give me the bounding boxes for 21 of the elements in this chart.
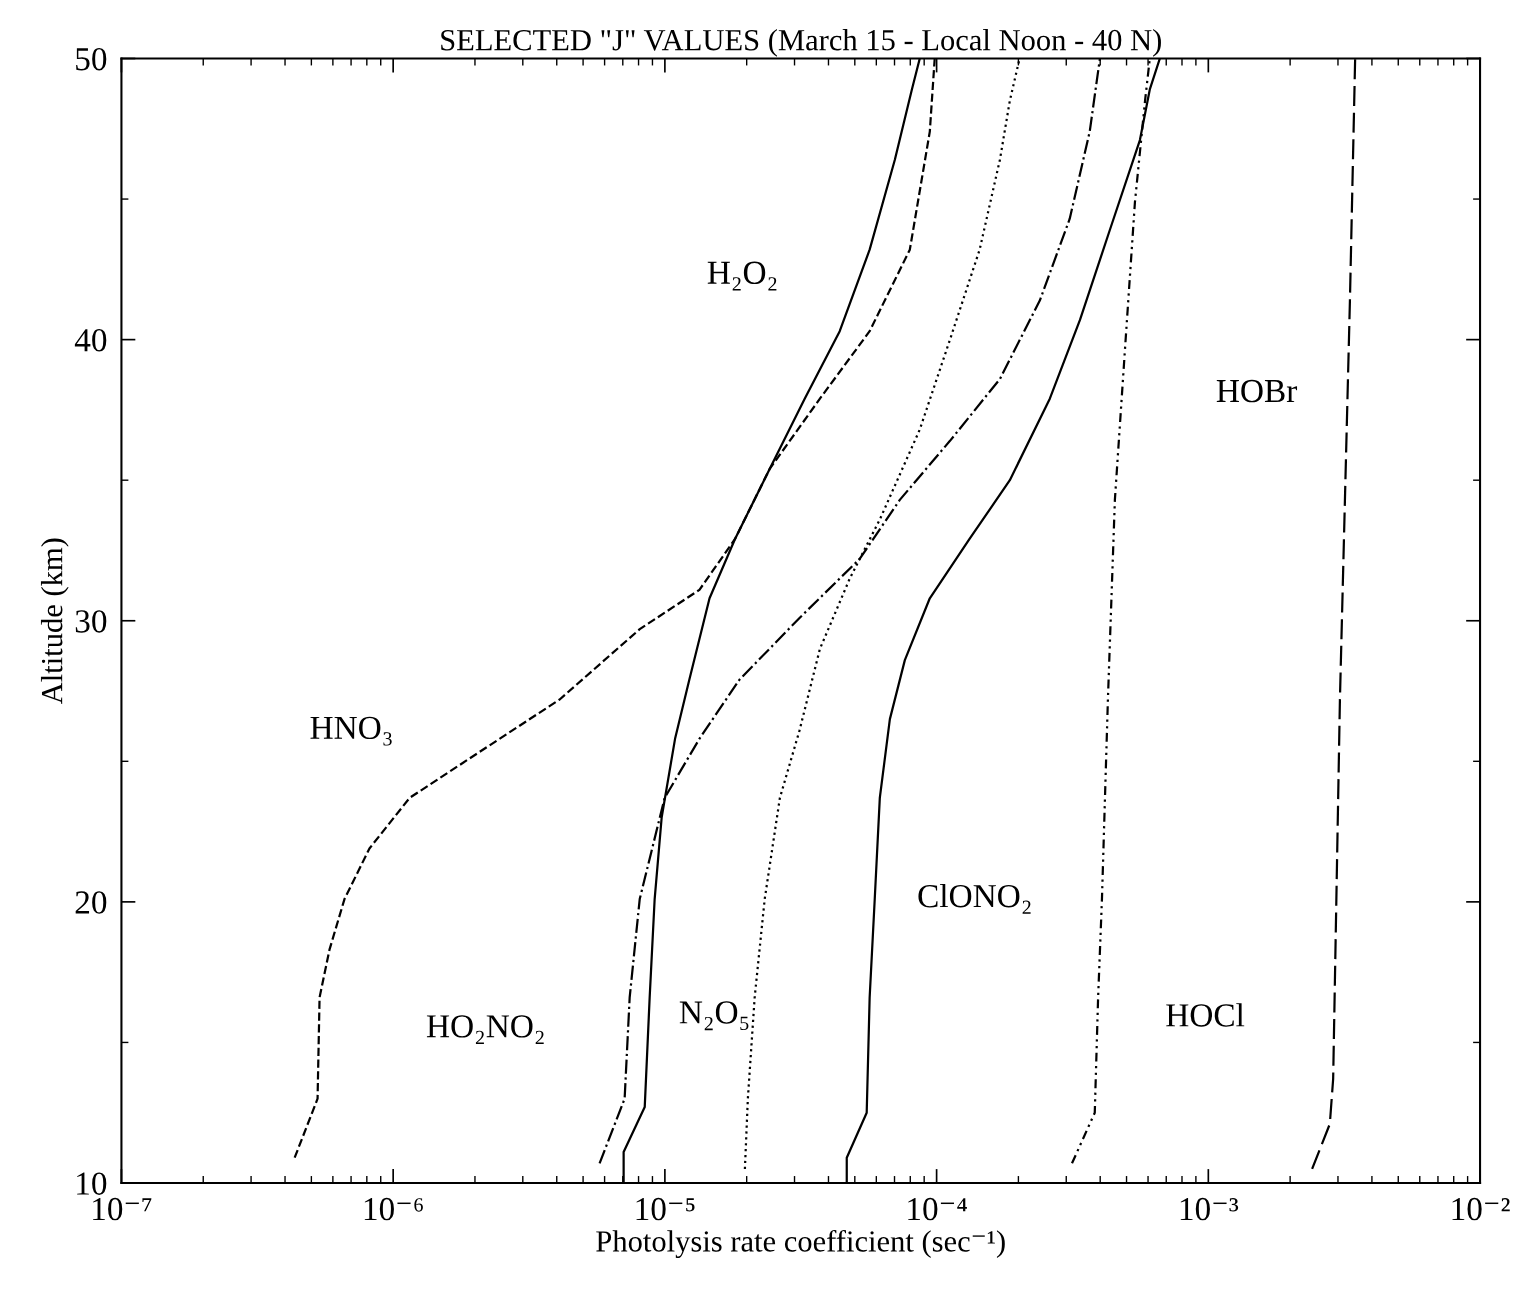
series-label: HNO₃ bbox=[310, 716, 392, 746]
x-tick-label: 10⁻² bbox=[1452, 1197, 1510, 1221]
x-tick-label: 10⁻⁶ bbox=[364, 1197, 423, 1221]
y-tick-label: 40 bbox=[74, 329, 107, 352]
text: HO₂NO₂ bbox=[426, 1015, 544, 1045]
x-tick-label: 10⁻⁵ bbox=[636, 1197, 695, 1221]
y-tick-label: 50 bbox=[76, 47, 107, 71]
text: HOCl bbox=[1166, 1003, 1245, 1027]
series-label: HOBr bbox=[1216, 379, 1298, 403]
text: H₂O₂ bbox=[707, 261, 777, 291]
x-tick-label: 10⁻³ bbox=[1180, 1197, 1239, 1221]
y-axis-title: Altitude (km) bbox=[40, 538, 69, 705]
chart-title: SELECTED "J" VALUES (March 15 - Local Noon - 40 N) bbox=[441, 28, 1161, 57]
x-axis-title: Photolysis rate coefficient (sec⁻¹) bbox=[596, 1229, 1005, 1258]
x-tick-label: 10⁻⁷ bbox=[93, 1197, 152, 1221]
series-label: ClONO₂ bbox=[918, 883, 1031, 914]
y-tick-label: 30 bbox=[75, 610, 107, 633]
series-label: N₂O₅ bbox=[679, 1001, 749, 1031]
x-tick-label: 10⁻⁴ bbox=[908, 1197, 967, 1221]
y-tick-label: 10 bbox=[77, 1172, 107, 1195]
y-tick-label: 20 bbox=[75, 891, 107, 914]
